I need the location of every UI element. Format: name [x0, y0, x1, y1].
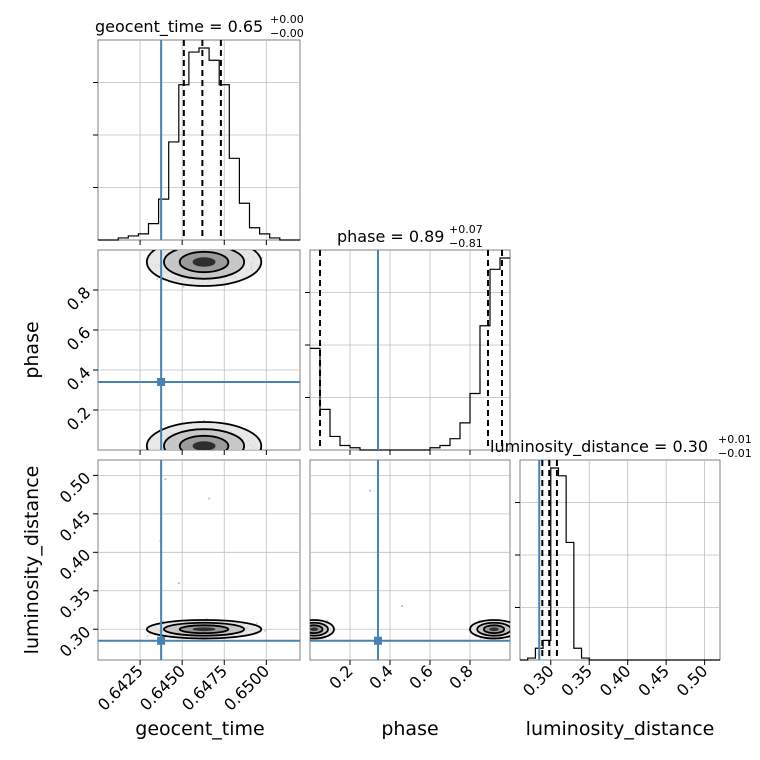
truth-marker: [157, 378, 166, 386]
y-tick-label-phase: 0.4: [63, 363, 94, 394]
contour-group: [310, 619, 335, 640]
x-tick-label-geocent_time: 0.6450: [136, 661, 189, 714]
density-point: [326, 619, 329, 622]
gridlines: [98, 40, 720, 660]
contour-group: [145, 250, 263, 287]
density-point: [182, 285, 185, 288]
x-tick-label-geocent_time: 0.6425: [94, 661, 147, 714]
x-tick-label-phase: 0.6: [405, 661, 436, 692]
xlabel-geocent-time: geocent_time: [135, 718, 264, 740]
title-dist-plus: +0.01: [718, 433, 752, 446]
truth-marker: [374, 636, 382, 645]
contour-group: [145, 619, 263, 640]
title-luminosity-distance: luminosity_distance = 0.30 +0.01 −0.01: [490, 433, 752, 460]
contour-level-3: [489, 627, 499, 632]
title-phase: phase = 0.89 +0.07 −0.81: [337, 223, 483, 250]
x-tick-label-luminosity_distance: 0.50: [673, 661, 712, 700]
x-tick-label-geocent_time: 0.6500: [220, 661, 273, 714]
title-geocent-time-minus: −0.00: [270, 27, 304, 40]
y-tick-label-luminosity_distance: 0.30: [56, 622, 95, 661]
title-geocent-time-plus: +0.00: [270, 13, 304, 26]
truth-lines: [98, 40, 541, 660]
x-tick-label-phase: 0.8: [445, 661, 476, 692]
density-point: [264, 629, 267, 632]
panel-geocent-time-hist-frame: [97, 39, 301, 241]
ylabel-luminosity-distance: luminosity_distance: [21, 466, 43, 655]
truth-marker: [157, 636, 166, 645]
density-contours: [145, 250, 510, 640]
x-tick-label-geocent_time: 0.6475: [178, 661, 231, 714]
density-point: [208, 497, 211, 500]
histogram-geocent_time: [98, 47, 300, 241]
y-tick-label-luminosity_distance: 0.40: [56, 545, 95, 584]
contour-level-3: [192, 257, 216, 267]
density-point: [255, 622, 258, 625]
contour-level-3: [192, 441, 216, 450]
contour-group: [469, 619, 510, 640]
contour-level-3: [192, 627, 216, 632]
density-point: [479, 638, 482, 641]
x-tick-label-luminosity_distance: 0.40: [596, 661, 635, 700]
x-tick-label-phase: 0.2: [325, 661, 356, 692]
x-tick-label-luminosity_distance: 0.30: [519, 661, 558, 700]
density-point: [401, 605, 403, 608]
contour-group: [145, 421, 263, 450]
y-tick-label-phase: 0.8: [63, 283, 94, 314]
x-tick-label-phase: 0.4: [365, 661, 396, 692]
title-geocent-time: geocent_time = 0.65 +0.00 −0.00: [95, 13, 304, 40]
histograms: [98, 47, 720, 661]
ylabel-phase: phase: [21, 321, 43, 378]
title-phase-minus: −0.81: [449, 237, 483, 250]
y-tick-label-phase: 0.2: [63, 403, 94, 434]
density-point: [177, 582, 180, 585]
y-tick-label-phase: 0.6: [63, 323, 94, 354]
panel-dist-vs-phase-frame: [309, 459, 511, 661]
title-geocent-time-main: geocent_time = 0.65: [95, 17, 263, 37]
density-point: [161, 620, 164, 623]
quantile-lines: [182, 40, 558, 660]
density-point: [146, 635, 149, 638]
density-point: [164, 478, 167, 481]
contour-level-3: [310, 627, 318, 632]
panel-dist-vs-geocent-frame: [97, 459, 301, 661]
title-phase-plus: +0.07: [449, 223, 483, 236]
x-tick-label-luminosity_distance: 0.45: [634, 661, 673, 700]
title-dist-main: luminosity_distance = 0.30: [490, 437, 708, 457]
y-tick-label-luminosity_distance: 0.50: [56, 468, 95, 507]
histogram-phase: [310, 257, 510, 451]
density-point: [369, 489, 371, 492]
x-tick-label-luminosity_distance: 0.35: [557, 661, 596, 700]
density-point: [156, 277, 159, 280]
xlabel-phase: phase: [381, 718, 438, 740]
title-phase-main: phase = 0.89: [337, 227, 444, 246]
xlabel-luminosity-distance: luminosity_distance: [526, 718, 715, 740]
y-tick-label-luminosity_distance: 0.35: [56, 584, 95, 623]
y-tick-label-luminosity_distance: 0.45: [56, 507, 95, 546]
title-dist-minus: −0.01: [718, 447, 752, 460]
